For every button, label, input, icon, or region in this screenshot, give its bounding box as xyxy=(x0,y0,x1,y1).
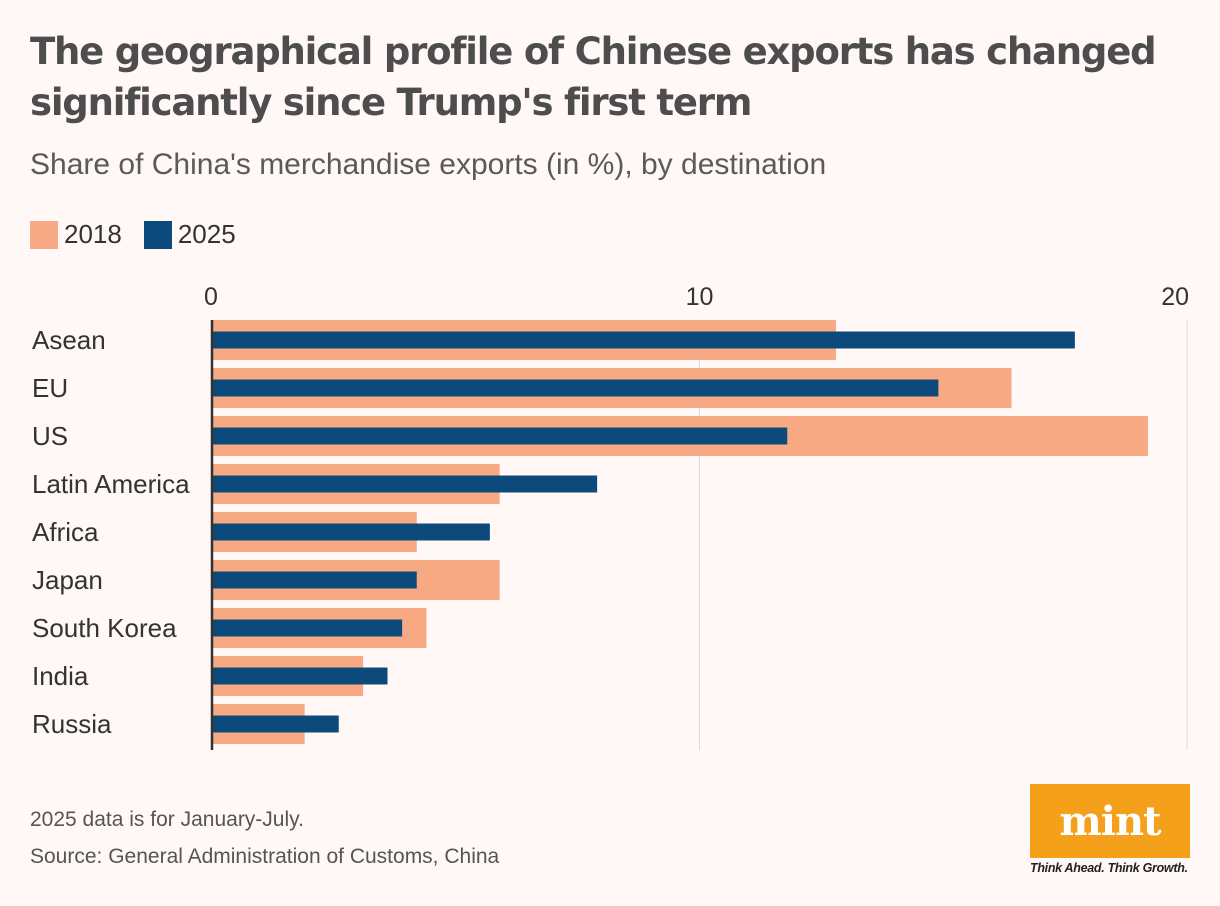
bar-2025-latin-america xyxy=(212,475,598,493)
bar-chart: 0 10 20 Asean EU US Latin America Africa Japan So… xyxy=(32,283,1189,750)
category-label-asean: Asean xyxy=(32,325,106,355)
mint-logo: mint xyxy=(1030,784,1190,858)
legend-item-2025: 2025 xyxy=(143,219,236,250)
legend-label-2018: 2018 xyxy=(64,219,122,249)
bar-2025-russia xyxy=(212,715,339,733)
bar-2025-asean xyxy=(212,331,1075,349)
category-label-eu: EU xyxy=(32,373,68,403)
legend: 2018 2025 xyxy=(30,219,258,250)
bar-2025-eu xyxy=(212,379,939,397)
legend-label-2025: 2025 xyxy=(177,219,236,249)
legend-swatch-2025 xyxy=(143,220,172,249)
logo-wordmark: mint xyxy=(1059,797,1161,845)
legend-swatch-2018 xyxy=(30,220,58,249)
category-label-us: US xyxy=(32,421,68,451)
x-tick-label-20: 20 xyxy=(1161,283,1189,311)
category-label-russia: Russia xyxy=(32,709,112,739)
data-note: 2025 data is for January-July. xyxy=(30,808,304,831)
x-tick-label-0: 0 xyxy=(204,283,218,311)
category-label-africa: Africa xyxy=(32,517,99,547)
bar-2025-us xyxy=(212,427,788,445)
legend-item-2018: 2018 xyxy=(30,219,122,250)
x-tick-label-10: 10 xyxy=(686,283,714,311)
source-note: Source: General Administration of Custom… xyxy=(30,845,500,868)
category-label-latin-america: Latin America xyxy=(32,469,190,499)
chart-subtitle: Share of China's merchandise exports (in… xyxy=(30,148,827,181)
bar-2025-south-korea xyxy=(212,619,403,637)
category-label-south-korea: South Korea xyxy=(32,613,177,643)
bar-2025-india xyxy=(212,667,388,685)
bar-2025-japan xyxy=(212,571,417,589)
category-label-india: India xyxy=(32,661,89,691)
bar-2025-africa xyxy=(212,523,490,541)
logo-tagline: Think Ahead. Think Growth. xyxy=(1030,861,1188,875)
category-label-japan: Japan xyxy=(32,565,103,595)
chart-title: The geographical profile of Chinese expo… xyxy=(30,30,1157,124)
